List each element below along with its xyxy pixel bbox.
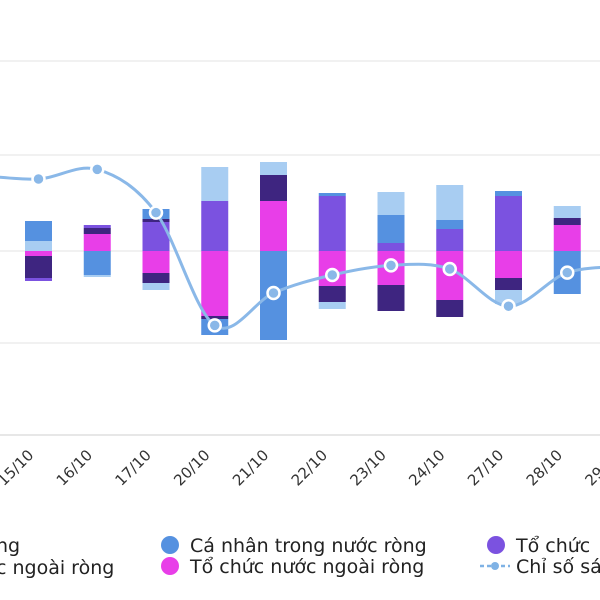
index-line-point[interactable] — [266, 285, 281, 301]
legend-marker[interactable] — [491, 562, 499, 570]
bar-segment[interactable] — [201, 316, 229, 319]
index-line-point[interactable] — [442, 261, 457, 277]
legend-label: Chỉ số sá — [516, 556, 600, 578]
x-tick-label: 24/10 — [405, 446, 448, 489]
x-tick-label: 21/10 — [229, 446, 272, 489]
bar-segment[interactable] — [260, 175, 287, 201]
bar-stack-28-10 — [553, 206, 581, 294]
bar-segment[interactable] — [318, 193, 346, 196]
bar-segment[interactable] — [142, 251, 170, 273]
bar-segment[interactable] — [142, 219, 170, 222]
legend-label: Tổ chức nước ngoài ròng — [189, 556, 424, 578]
legend-marker[interactable] — [487, 536, 505, 554]
index-line — [0, 162, 600, 333]
stacked-bars — [25, 162, 581, 340]
bar-stack-17-10 — [142, 209, 170, 290]
index-line-point[interactable] — [31, 171, 46, 187]
legend-marker[interactable] — [161, 557, 179, 575]
index-line-point[interactable] — [90, 162, 105, 177]
x-tick-label: 28/10 — [523, 446, 566, 489]
bar-segment[interactable] — [25, 241, 52, 251]
bar-segment[interactable] — [201, 201, 229, 251]
legend-label: Tổ chức — [515, 535, 590, 557]
bar-stack-16-10 — [83, 225, 111, 277]
bar-segment[interactable] — [377, 285, 405, 311]
bar-segment[interactable] — [25, 251, 52, 256]
bar-segment[interactable] — [377, 243, 405, 251]
x-tick-label: 27/10 — [464, 446, 507, 489]
bar-segment[interactable] — [201, 251, 229, 316]
legend-label: ng — [0, 535, 20, 557]
bar-segment[interactable] — [495, 251, 522, 278]
bar-stack-27-10 — [495, 191, 522, 304]
bar-segment[interactable] — [377, 192, 405, 215]
bar-segment[interactable] — [495, 196, 522, 251]
x-tick-label: 23/10 — [347, 446, 390, 489]
index-line-point[interactable] — [148, 205, 164, 220]
bar-stack-21-10 — [260, 162, 287, 340]
bar-segment[interactable] — [377, 215, 405, 243]
bar-segment[interactable] — [495, 278, 522, 290]
x-tick-label: 20/10 — [170, 446, 213, 489]
bar-segment[interactable] — [25, 256, 52, 278]
bar-segment[interactable] — [436, 229, 464, 251]
x-tick-label: 29/10 — [582, 446, 600, 489]
index-line-point[interactable] — [501, 298, 516, 314]
bar-segment[interactable] — [436, 300, 464, 317]
index-line-point[interactable] — [383, 258, 399, 273]
x-tick-label: 22/10 — [288, 446, 331, 489]
x-tick-label: 15/10 — [0, 446, 37, 489]
legend[interactable]: ng Cá nhân trong nước ròng Tổ chức c ngoài… — [0, 535, 600, 579]
bar-stack-15-10 — [25, 221, 52, 281]
x-tick-label: 16/10 — [53, 446, 96, 489]
legend-label: c ngoài ròng — [0, 557, 114, 579]
x-tick-label: 17/10 — [112, 446, 155, 489]
bar-segment[interactable] — [553, 206, 581, 218]
legend-label: Cá nhân trong nước ròng — [190, 535, 427, 557]
bar-segment[interactable] — [318, 286, 346, 302]
index-line-point[interactable] — [325, 267, 340, 283]
legend-marker[interactable] — [161, 536, 179, 554]
bar-segment[interactable] — [260, 201, 287, 251]
index-line-point[interactable] — [560, 265, 575, 280]
bar-segment[interactable] — [83, 275, 111, 277]
bar-segment[interactable] — [553, 225, 581, 251]
bar-segment[interactable] — [436, 220, 464, 229]
bar-stack-24-10 — [436, 185, 464, 317]
bar-segment[interactable] — [553, 218, 581, 225]
bar-segment[interactable] — [25, 221, 52, 241]
bar-segment[interactable] — [83, 251, 111, 275]
bar-segment[interactable] — [25, 278, 52, 281]
bar-stack-20-10 — [201, 167, 229, 335]
bar-segment[interactable] — [495, 290, 522, 304]
bar-stack-23-10 — [377, 192, 405, 311]
bar-segment[interactable] — [318, 196, 346, 251]
bar-stack-22-10 — [318, 193, 346, 309]
x-axis-ticks: 15/10 16/10 17/10 20/10 21/10 22/10 23/10 24/10… — [0, 446, 600, 489]
bar-segment[interactable] — [318, 302, 346, 309]
bar-segment[interactable] — [142, 273, 170, 283]
bar-segment[interactable] — [83, 228, 111, 234]
bar-segment[interactable] — [83, 225, 111, 228]
bar-segment[interactable] — [436, 185, 464, 220]
index-line-point[interactable] — [207, 318, 222, 333]
bar-segment[interactable] — [83, 234, 111, 251]
bar-segment[interactable] — [260, 162, 287, 175]
bar-segment[interactable] — [201, 167, 229, 201]
bar-segment[interactable] — [495, 191, 522, 196]
bar-segment[interactable] — [142, 283, 170, 290]
